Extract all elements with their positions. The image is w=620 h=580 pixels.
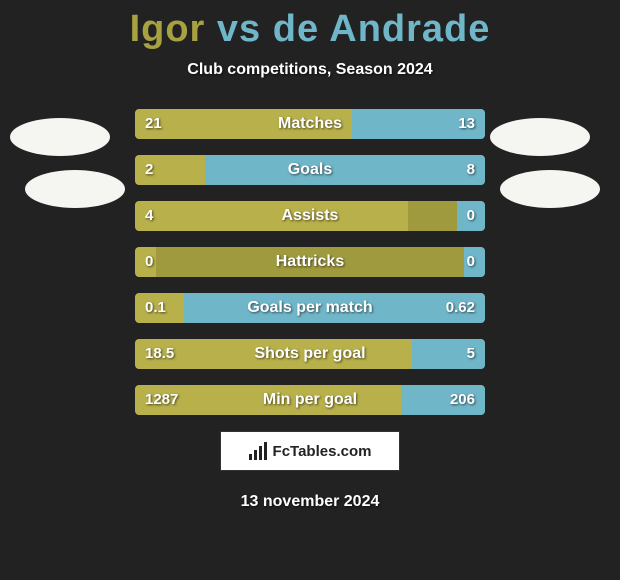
stat-value-left: 21 bbox=[145, 109, 162, 139]
brand-bars-icon bbox=[249, 442, 267, 460]
brand-text: FcTables.com bbox=[273, 443, 372, 460]
stat-row: Min per goal1287 206 bbox=[135, 385, 485, 415]
stat-label: Shots per goal bbox=[135, 339, 485, 369]
footer-date: 13 november 2024 bbox=[0, 493, 620, 511]
stat-row: Goals2 8 bbox=[135, 155, 485, 185]
title-player1: Igor bbox=[130, 8, 206, 50]
stat-value-left: 4 bbox=[145, 201, 153, 231]
stat-value-left: 0.1 bbox=[145, 293, 166, 323]
page-title: Igor vs de Andrade bbox=[0, 0, 620, 51]
stat-value-left: 1287 bbox=[145, 385, 178, 415]
stat-value-right: 0 bbox=[467, 201, 475, 231]
stat-value-right: 13 bbox=[458, 109, 475, 139]
stat-label: Hattricks bbox=[135, 247, 485, 277]
avatar bbox=[500, 170, 600, 208]
stat-label: Goals per match bbox=[135, 293, 485, 323]
stat-label: Min per goal bbox=[135, 385, 485, 415]
stat-value-left: 18.5 bbox=[145, 339, 174, 369]
avatar bbox=[490, 118, 590, 156]
stats-container: Matches2113Goals28Assists40Hattricks00Go… bbox=[135, 109, 485, 415]
stat-value-right: 0.62 bbox=[446, 293, 475, 323]
stat-label: Assists bbox=[135, 201, 485, 231]
stat-row: Assists4 0 bbox=[135, 201, 485, 231]
stat-label: Goals bbox=[135, 155, 485, 185]
stat-row: Hattricks0 0 bbox=[135, 247, 485, 277]
brand-logo: FcTables.com bbox=[220, 431, 400, 471]
stat-row: Goals per match0.1 0.62 bbox=[135, 293, 485, 323]
subtitle: Club competitions, Season 2024 bbox=[0, 61, 620, 79]
stat-value-right: 0 bbox=[467, 247, 475, 277]
stat-value-right: 8 bbox=[467, 155, 475, 185]
avatar bbox=[25, 170, 125, 208]
stat-label: Matches bbox=[135, 109, 485, 139]
stat-value-right: 206 bbox=[450, 385, 475, 415]
avatar bbox=[10, 118, 110, 156]
stat-value-right: 5 bbox=[467, 339, 475, 369]
stat-row: Matches21 13 bbox=[135, 109, 485, 139]
stat-value-left: 0 bbox=[145, 247, 153, 277]
title-vs: vs bbox=[217, 8, 261, 50]
title-player2: de Andrade bbox=[273, 8, 491, 50]
stat-row: Shots per goal18.5 5 bbox=[135, 339, 485, 369]
stat-value-left: 2 bbox=[145, 155, 153, 185]
